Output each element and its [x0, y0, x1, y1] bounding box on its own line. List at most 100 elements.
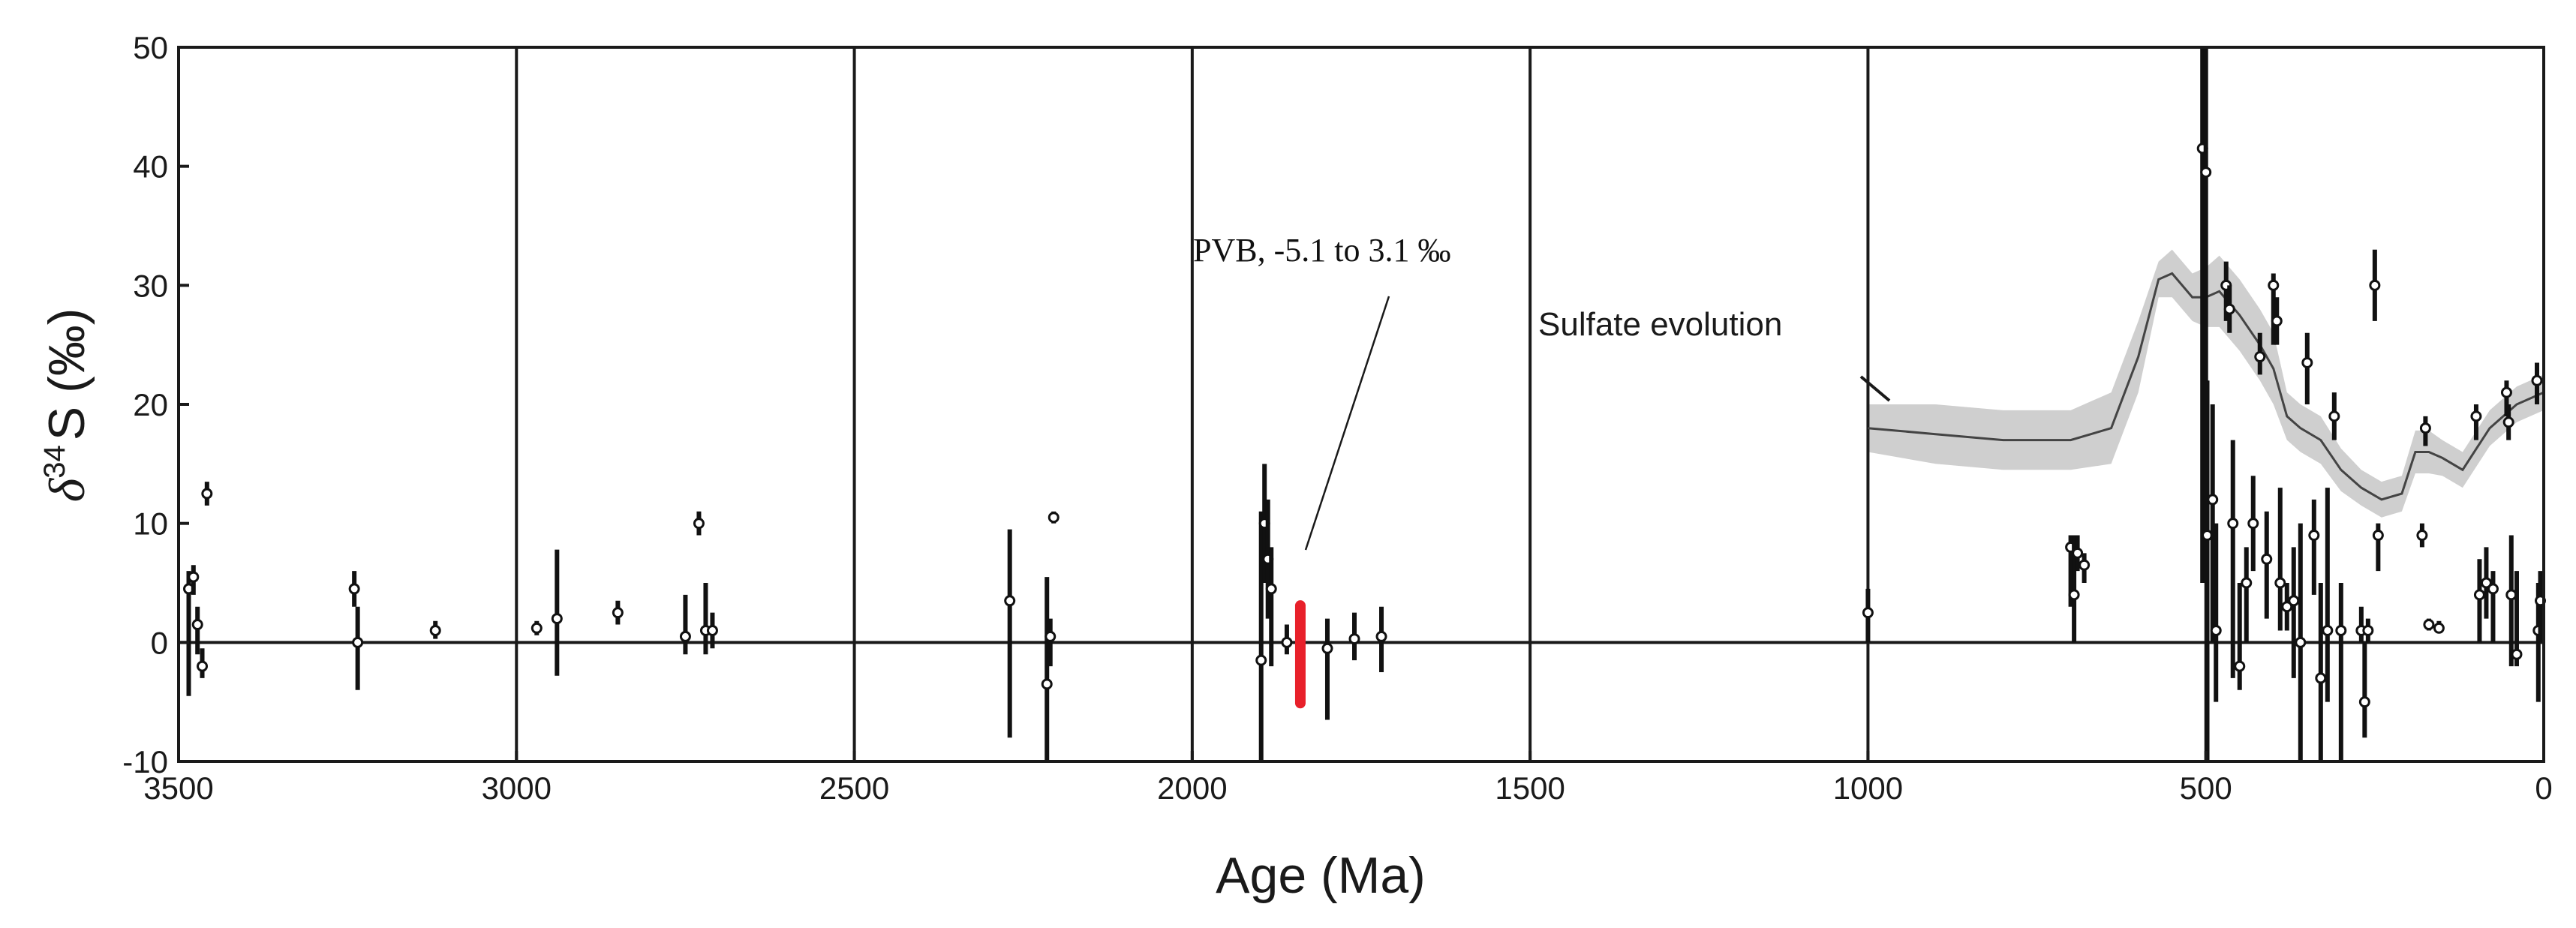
data-marker	[2247, 518, 2259, 530]
data-point-31	[2079, 553, 2091, 583]
data-point-60	[2369, 249, 2381, 321]
data-point-51	[2301, 332, 2313, 404]
data-point-5	[348, 571, 360, 607]
data-marker	[2271, 315, 2283, 327]
data-point-72	[2505, 535, 2517, 667]
data-marker	[1348, 633, 1360, 645]
x-tick-label-1500: 1500	[1495, 770, 1565, 806]
data-marker	[1048, 512, 1060, 524]
data-point-40	[2234, 583, 2246, 690]
data-point-23	[1281, 624, 1293, 655]
data-point-67	[2473, 559, 2485, 643]
data-marker	[2210, 624, 2222, 636]
data-marker	[2072, 547, 2084, 559]
data-point-73	[2511, 571, 2523, 667]
data-marker	[2274, 577, 2286, 589]
x-tick-label-500: 500	[2180, 770, 2232, 806]
data-point-71	[2502, 404, 2514, 440]
data-point-47	[2274, 488, 2286, 631]
sulfate-evolution-curve	[1868, 272, 2544, 501]
data-marker	[1041, 678, 1053, 690]
data-point-53	[2315, 583, 2327, 761]
data-marker	[2207, 494, 2219, 506]
data-point-59	[2362, 618, 2374, 643]
data-point-24	[1321, 618, 1333, 720]
data-point-74	[2531, 362, 2543, 404]
data-marker	[2301, 356, 2313, 368]
data-marker	[2281, 601, 2293, 613]
data-point-6	[352, 606, 364, 690]
data-marker	[1004, 595, 1016, 607]
data-point-19	[1255, 511, 1267, 761]
data-point-41	[2241, 547, 2253, 643]
data-point-2	[191, 606, 203, 655]
y-tick-label-20: 20	[133, 387, 168, 422]
data-point-25	[1348, 612, 1360, 661]
data-marker	[2202, 530, 2214, 542]
data-point-38	[2223, 285, 2235, 333]
x-tick-label-2000: 2000	[1157, 770, 1227, 806]
data-point-61	[2372, 523, 2384, 572]
x-tick-label-2500: 2500	[819, 770, 889, 806]
data-marker	[352, 636, 364, 648]
data-point-48	[2281, 583, 2293, 631]
data-point-8	[531, 620, 543, 635]
data-point-66	[2470, 404, 2482, 440]
data-point-12	[693, 511, 705, 536]
pvb-leader-line	[1304, 296, 1390, 551]
data-point-17	[1045, 618, 1057, 667]
data-marker	[2241, 577, 2253, 589]
data-point-44	[2261, 511, 2273, 619]
data-point-42	[2247, 476, 2259, 572]
y-tick-label--10: -10	[122, 744, 168, 779]
sulfate-evolution-label: Sulfate evolution	[1538, 306, 1782, 343]
data-marker	[2416, 530, 2428, 542]
data-marker	[1255, 654, 1267, 666]
data-marker	[2295, 636, 2307, 648]
data-point-58	[2358, 642, 2370, 738]
y-axis-title: δ34 S (‰)	[38, 308, 95, 503]
data-marker	[1045, 630, 1057, 642]
data-point-46	[2271, 297, 2283, 345]
data-point-64	[2423, 618, 2435, 631]
data-point-39	[2227, 440, 2239, 678]
data-point-10	[612, 600, 624, 625]
data-point-7	[429, 620, 441, 639]
data-point-69	[2487, 571, 2499, 643]
data-point-3	[197, 648, 209, 678]
data-marker	[2328, 410, 2340, 422]
data-marker	[2308, 530, 2320, 542]
data-marker	[2372, 530, 2384, 542]
x-tick-label-3500: 3500	[143, 770, 213, 806]
data-marker	[2502, 416, 2514, 428]
data-marker	[2362, 624, 2374, 636]
sulfate-evolution-band-layer	[1868, 249, 2544, 518]
data-marker	[2500, 386, 2512, 398]
data-marker	[2511, 648, 2523, 660]
data-point-27	[1862, 588, 1874, 643]
data-points-layer	[183, 47, 2546, 761]
data-marker	[2335, 624, 2347, 636]
data-marker	[679, 630, 691, 642]
data-marker	[2315, 672, 2327, 684]
data-marker	[1281, 636, 1293, 648]
data-marker	[2358, 696, 2370, 708]
data-point-57	[2355, 606, 2367, 643]
data-point-56	[2335, 583, 2347, 761]
sulfate-evolution-leader	[1859, 375, 1891, 402]
data-marker	[2322, 624, 2334, 636]
data-point-63	[2419, 416, 2431, 446]
data-point-15	[1004, 529, 1016, 738]
data-marker	[2254, 351, 2266, 363]
data-point-18	[1048, 511, 1060, 524]
sulfate-evolution-curve-layer	[1868, 272, 2544, 501]
data-marker	[612, 607, 624, 619]
data-marker	[531, 622, 543, 634]
data-point-50	[2295, 523, 2307, 761]
data-point-62	[2416, 523, 2428, 548]
y-axis-title-unit: (‰)	[38, 308, 95, 393]
data-point-68	[2480, 547, 2492, 619]
data-marker	[188, 571, 200, 583]
data-marker	[1321, 642, 1333, 654]
